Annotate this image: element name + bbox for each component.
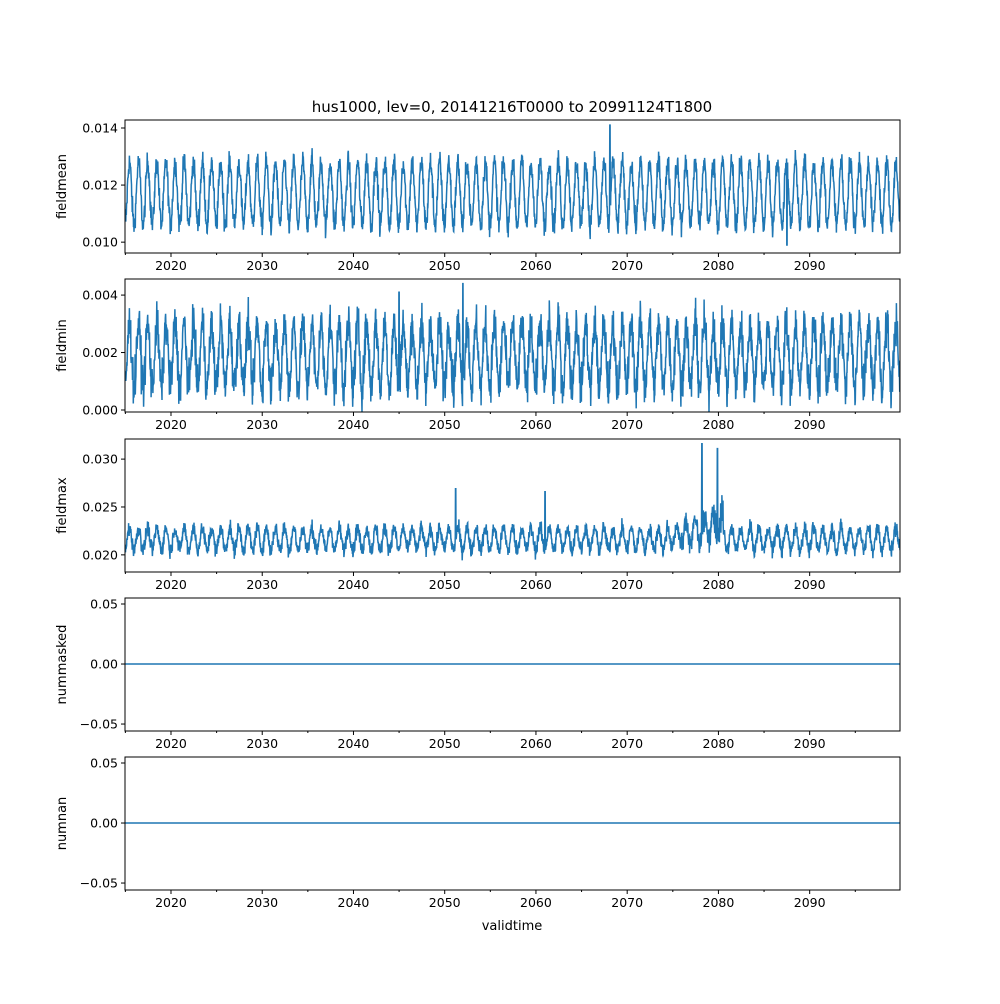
x-tick-label: 2070 bbox=[611, 895, 643, 910]
y-tick-label: 0.00 bbox=[90, 657, 118, 672]
x-tick-label: 2090 bbox=[794, 577, 826, 592]
panel-fieldmin: 2020 2030 2040 2050 2060 2070 2080 2090 0.000 0.0… bbox=[55, 278, 901, 432]
x-tick-label: 2060 bbox=[520, 895, 552, 910]
x-axis-label: validtime bbox=[482, 919, 543, 934]
series-line-fieldmean bbox=[125, 124, 900, 246]
x-tick-label: 2020 bbox=[155, 258, 187, 273]
x-tick-label: 2060 bbox=[520, 258, 552, 273]
x-tick-label: 2080 bbox=[703, 258, 735, 273]
y-axis-label: nummasked bbox=[55, 625, 70, 705]
y-tick-label: 0.00 bbox=[90, 816, 118, 831]
x-tick-label: 2030 bbox=[246, 577, 278, 592]
panel-nummasked: 2020 2030 2040 2050 2060 2070 2080 2090 −0.05 0.0… bbox=[55, 597, 901, 751]
x-tick-label: 2080 bbox=[703, 895, 735, 910]
x-tick-label: 2050 bbox=[429, 895, 461, 910]
x-tick-label: 2070 bbox=[611, 258, 643, 273]
y-tick-label: 0.030 bbox=[82, 452, 118, 467]
x-tick-label: 2060 bbox=[520, 577, 552, 592]
x-tick-label: 2030 bbox=[246, 417, 278, 432]
x-tick-label: 2020 bbox=[155, 577, 187, 592]
x-tick-label: 2090 bbox=[794, 895, 826, 910]
y-tick-label: 0.010 bbox=[82, 235, 118, 250]
x-tick-label: 2070 bbox=[611, 736, 643, 751]
axes-frame bbox=[124, 119, 901, 254]
y-tick-label: 0.05 bbox=[90, 756, 118, 771]
x-tick-label: 2090 bbox=[794, 258, 826, 273]
x-tick-label: 2060 bbox=[520, 736, 552, 751]
panel-fieldmean: 2020 2030 2040 2050 2060 2070 2080 2090 0.010 0.0… bbox=[55, 119, 901, 273]
y-tick-label: 0.020 bbox=[82, 547, 118, 562]
x-tick-label: 2050 bbox=[429, 417, 461, 432]
x-tick-label: 2050 bbox=[429, 736, 461, 751]
y-axis-label: fieldmin bbox=[55, 319, 70, 372]
y-tick-label: 0.004 bbox=[82, 288, 118, 303]
y-axis-label: fieldmean bbox=[55, 154, 70, 219]
y-tick-label: −0.05 bbox=[80, 876, 118, 891]
x-tick-label: 2050 bbox=[429, 577, 461, 592]
x-tick-label: 2040 bbox=[338, 258, 370, 273]
x-tick-label: 2020 bbox=[155, 417, 187, 432]
x-tick-label: 2030 bbox=[246, 258, 278, 273]
x-tick-label: 2040 bbox=[338, 577, 370, 592]
y-axis-label: numnan bbox=[55, 797, 70, 851]
series-line-fieldmin bbox=[125, 282, 900, 412]
y-tick-label: 0.012 bbox=[82, 178, 118, 193]
x-tick-label: 2030 bbox=[246, 895, 278, 910]
y-tick-label: 0.014 bbox=[82, 120, 118, 135]
axes-frame bbox=[124, 438, 901, 573]
x-tick-label: 2020 bbox=[155, 736, 187, 751]
series-line-fieldmax bbox=[125, 443, 900, 561]
x-tick-label: 2040 bbox=[338, 417, 370, 432]
x-tick-label: 2050 bbox=[429, 258, 461, 273]
x-tick-label: 2020 bbox=[155, 895, 187, 910]
y-tick-label: 0.05 bbox=[90, 597, 118, 612]
x-tick-label: 2060 bbox=[520, 417, 552, 432]
x-tick-label: 2070 bbox=[611, 417, 643, 432]
y-tick-label: 0.025 bbox=[82, 499, 118, 514]
x-tick-label: 2040 bbox=[338, 736, 370, 751]
y-tick-label: 0.002 bbox=[82, 345, 118, 360]
axes-frame bbox=[124, 278, 901, 413]
chart-title: hus1000, lev=0, 20141216T0000 to 2099112… bbox=[312, 98, 712, 116]
panel-fieldmax: 2020 2030 2040 2050 2060 2070 2080 2090 0.020 0.0… bbox=[55, 438, 901, 592]
x-tick-label: 2040 bbox=[338, 895, 370, 910]
y-tick-label: 0.000 bbox=[82, 402, 118, 417]
y-tick-label: −0.05 bbox=[80, 717, 118, 732]
x-tick-label: 2030 bbox=[246, 736, 278, 751]
x-tick-label: 2080 bbox=[703, 417, 735, 432]
y-axis-label: fieldmax bbox=[55, 477, 70, 534]
x-tick-label: 2080 bbox=[703, 736, 735, 751]
x-tick-label: 2090 bbox=[794, 736, 826, 751]
x-tick-label: 2070 bbox=[611, 577, 643, 592]
x-tick-label: 2080 bbox=[703, 577, 735, 592]
panel-numnan: 2020 2030 2040 2050 2060 2070 2080 2090 −0.05 0.0… bbox=[55, 756, 901, 910]
x-tick-label: 2090 bbox=[794, 417, 826, 432]
